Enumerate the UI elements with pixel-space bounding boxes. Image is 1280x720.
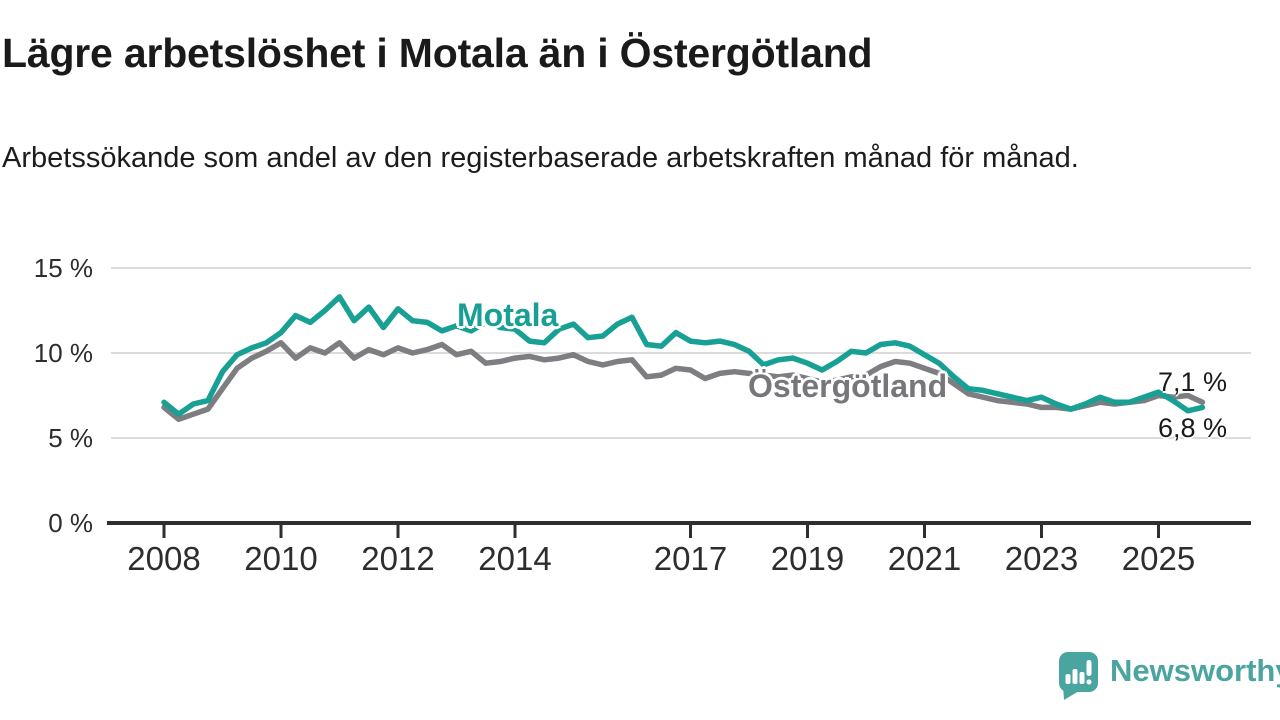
bar-chart-speech-bubble-icon [1059, 652, 1098, 700]
end-value-label-motala: 6,8 % [1157, 413, 1227, 443]
x-axis-label-2021: 2021 [887, 540, 962, 577]
x-axis-label-2008: 2008 [127, 540, 201, 577]
x-axis-label-2023: 2023 [1004, 540, 1079, 577]
y-axis-label-0: 0 % [48, 508, 93, 538]
x-axis-label-2014: 2014 [478, 540, 552, 577]
x-axis-label-2019: 2019 [770, 540, 845, 577]
y-axis-label-10: 10 % [33, 338, 93, 368]
x-axis-label-2017: 2017 [653, 540, 728, 577]
y-axis-label-5: 5 % [48, 423, 93, 453]
brand-name: Newsworthy [1110, 653, 1280, 688]
line-series-motala [161, 294, 1206, 417]
x-axis-label-2010: 2010 [244, 540, 318, 577]
x-axis-label-2025: 2025 [1121, 540, 1196, 577]
chart-subtitle: Arbetssökande som andel av den registerb… [2, 142, 1079, 174]
y-axis-label-15: 15 % [33, 253, 93, 283]
chart-title: Lägre arbetslöshet i Motala än i Östergö… [2, 30, 873, 76]
line-series-östergötland [161, 340, 1206, 423]
series-label-ostergotland: Östergötland [748, 368, 948, 404]
series-label-motala: Motala [457, 297, 559, 333]
end-value-label-ostergotland: 7,1 % [1157, 367, 1227, 397]
x-axis-label-2012: 2012 [361, 540, 435, 577]
newsworthy-branding: Newsworthy [1058, 650, 1280, 700]
